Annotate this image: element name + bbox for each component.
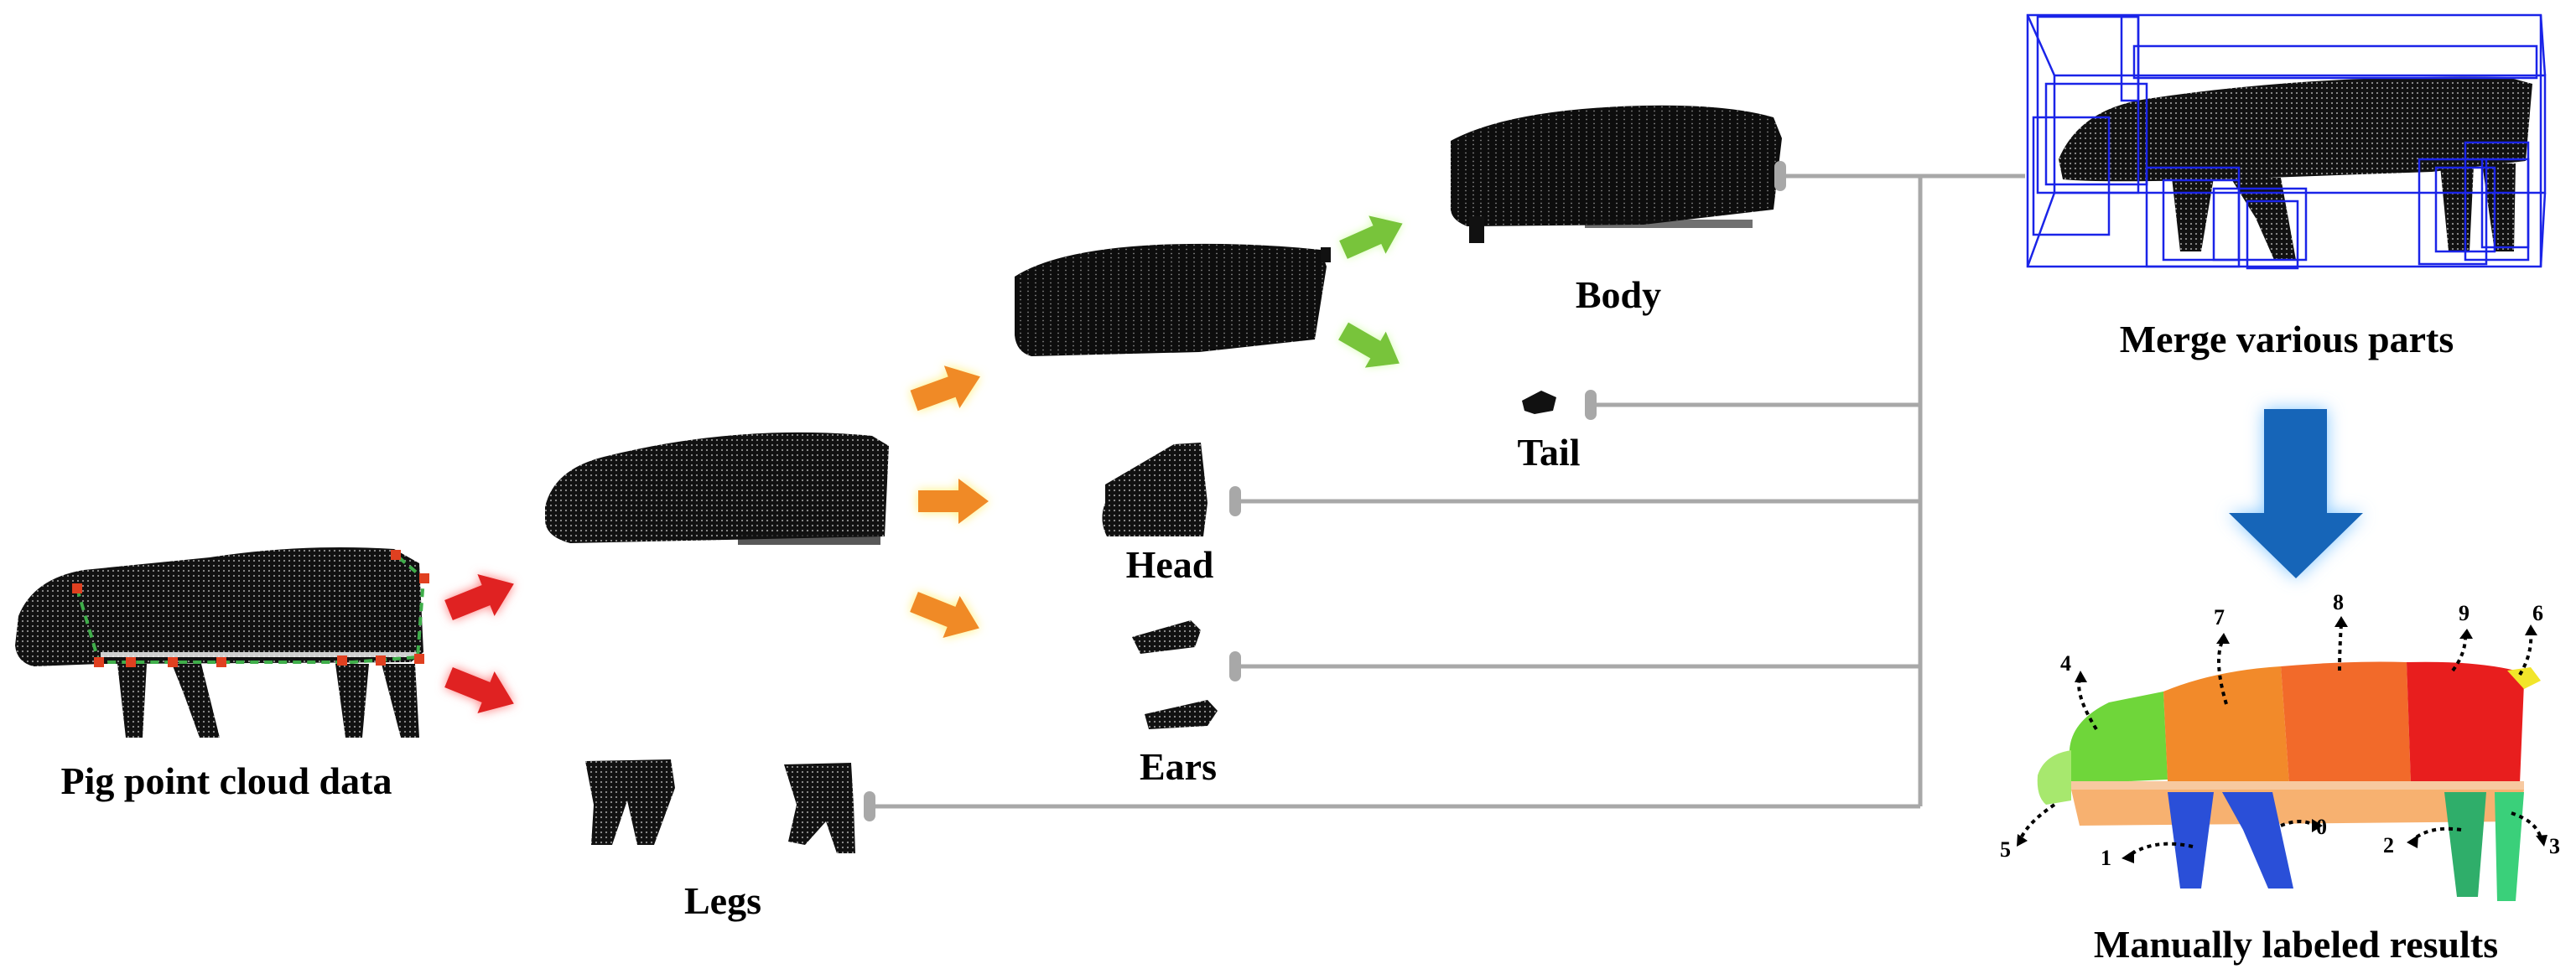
callout-7 [2217, 640, 2228, 705]
tail-label: Tail [1517, 431, 1581, 474]
red-arrow-to-legs [439, 655, 522, 725]
merge-label: Merge various parts [2119, 318, 2454, 360]
orange-arrow-to-body [906, 355, 989, 422]
body-label: Body [1575, 273, 1662, 316]
callout-9 [2451, 636, 2467, 672]
leg-part-3 [2495, 792, 2524, 901]
connector-end-caps [864, 161, 1786, 821]
callout-5 [2019, 803, 2056, 839]
legs-point-cloud [585, 759, 855, 853]
body-point-cloud [1450, 105, 1782, 243]
body-with-tail-point-cloud [1015, 243, 1331, 356]
part-number-7: 7 [2214, 605, 2225, 629]
part-number-8: 8 [2333, 590, 2344, 614]
part-number-9: 9 [2459, 601, 2470, 625]
tail-point-cloud [1522, 391, 1556, 414]
leg-part-1 [2168, 792, 2214, 889]
part-number-1: 1 [2101, 846, 2111, 870]
callout-1 [2128, 842, 2194, 857]
part-number-0: 0 [2316, 815, 2327, 839]
callout-0 [2280, 820, 2316, 827]
source-pig-point-cloud [15, 547, 429, 738]
orange-arrow-to-head [918, 479, 989, 524]
callout-6 [2518, 632, 2533, 676]
red-arrow-to-body-stage [439, 562, 522, 632]
part-number-2: 2 [2383, 833, 2394, 857]
merged-parts-with-bounding-boxes [2026, 13, 2547, 270]
source-label: Pig point cloud data [60, 759, 392, 802]
head-label: Head [1125, 543, 1214, 586]
callout-8 [2338, 624, 2343, 671]
manual-label: Manually labeled results [2093, 923, 2499, 966]
legs-label: Legs [684, 879, 761, 922]
part-number-5: 5 [2000, 837, 2011, 862]
blue-arrow-down [2229, 409, 2363, 578]
orange-arrow-to-ears [905, 580, 988, 650]
merge-connectors [872, 174, 2025, 809]
part-number-4: 4 [2060, 651, 2071, 676]
part-callout-heads [2017, 616, 2547, 863]
head-point-cloud [1102, 443, 1208, 536]
ears-point-cloud [1132, 620, 1218, 729]
leg-part-0 [2222, 792, 2293, 889]
green-arrow-to-tail [1332, 313, 1410, 382]
green-arrow-to-body [1334, 204, 1411, 269]
part-numbers: 0 1 2 3 4 5 6 7 8 9 [2000, 590, 2560, 870]
leg-part-2 [2444, 792, 2486, 897]
manually-labeled-pig [2037, 661, 2541, 901]
keypoint-markers [72, 550, 429, 667]
ears-label: Ears [1140, 745, 1217, 788]
pig-without-legs-point-cloud [545, 432, 889, 545]
part-number-6: 6 [2532, 601, 2543, 625]
part-number-3: 3 [2549, 834, 2560, 858]
